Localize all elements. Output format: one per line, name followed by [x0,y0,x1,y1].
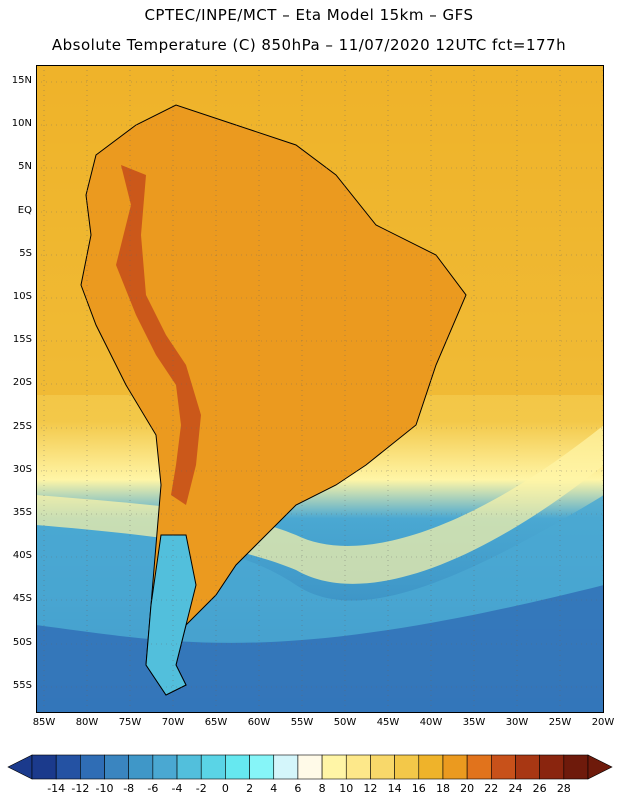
lon-label: 70W [161,717,185,728]
map-border [36,65,604,713]
lon-label: 25W [548,717,572,728]
colorbar-segment [249,754,275,780]
lon-label: 60W [247,717,271,728]
colorbar-label: 24 [508,782,523,795]
colorbar-label: 0 [221,782,229,795]
andes-ridge [116,165,201,505]
colorbar-label: 14 [387,782,402,795]
lat-label: 10N [11,118,32,130]
colorbar-label: -8 [123,782,135,795]
colorbar-low-arrow [7,754,33,780]
lon-label: 55W [290,717,314,728]
lon-label: 20W [591,717,615,728]
colorbar-segment [104,754,129,780]
lat-label: 15N [11,75,32,86]
lon-label: 35W [462,717,486,728]
colorbar-segment [370,754,395,780]
lat-label: 55S [12,679,32,691]
lat-label: 40S [12,550,32,562]
colorbar-segment [491,754,516,780]
lat-label: 20S [12,377,32,389]
lon-label: 85W [32,717,56,728]
colorbar-label: 10 [339,782,354,795]
lon-label: 80W [75,717,99,728]
colorbar-label: 20 [460,782,475,795]
lat-label: 25S [12,420,32,432]
lon-label: 75W [118,717,142,728]
colorbar-segment [152,754,178,780]
colorbar-label: 8 [318,782,326,795]
colorbar-segment [539,754,565,780]
lat-label: 5S [19,247,32,259]
colorbar-label: 28 [556,782,571,795]
colorbar-label: 22 [484,782,499,795]
colorbar-label: -6 [147,782,159,795]
colorbar-label: 18 [435,782,450,795]
colorbar-segment [273,754,299,780]
lat-label: 35S [12,507,32,518]
colorbar-segment [442,754,468,780]
colorbar-segment [563,754,589,780]
colorbar-segment [515,754,540,780]
colorbar-label: 2 [246,782,254,795]
colorbar-segment [55,754,81,780]
colorbar-high-arrow [587,754,613,780]
colorbar-segment [466,754,492,780]
chart-subtitle: Absolute Temperature (C) 850hPa – 11/07/… [51,36,567,54]
colorbar-label: 4 [270,782,278,795]
lat-label: EQ [17,204,32,216]
colorbar-label: -14 [47,782,66,795]
lat-label: 10S [12,291,32,302]
map-gridlines [36,65,604,713]
colorbar-segment [394,754,420,780]
colorbar-label: 6 [294,782,302,795]
colorbar-label: 12 [363,782,378,795]
lat-label: 5N [18,161,32,173]
colorbar-segment [200,754,226,780]
colorbar-label: 16 [411,782,426,795]
lon-label: 30W [505,717,529,728]
color-scale-bar [7,754,613,780]
pale-band [36,425,604,584]
colorbar-segment [31,754,57,780]
colorbar-segment [225,754,250,780]
lon-label: 45W [376,717,400,728]
colorbar-label: 26 [532,782,547,795]
colorbar-segment [128,754,154,780]
colorbar-segment [176,754,202,780]
lon-label: 40W [419,717,443,728]
lon-label: 50W [333,717,357,728]
south-land-cool [145,534,197,696]
colorbar-segment [345,754,371,780]
colorbar-label: -12 [71,782,90,795]
colorbar-segment [321,754,347,780]
lat-label: 15S [12,334,32,346]
colorbar-segment [297,754,323,780]
colorbar-segment [80,754,105,780]
colorbar-label: -10 [95,782,114,795]
colorbar-label: -2 [195,782,207,795]
colorbar-label: -4 [171,782,183,795]
lat-label: 30S [12,463,32,475]
lat-label: 45S [12,593,32,605]
chart-title: CPTEC/INPE/MCT – Eta Model 15km – GFS [144,6,474,24]
temperature-map [36,65,604,713]
lat-label: 50S [12,636,32,648]
lon-label: 65W [204,717,228,728]
colorbar-segment [418,754,444,780]
